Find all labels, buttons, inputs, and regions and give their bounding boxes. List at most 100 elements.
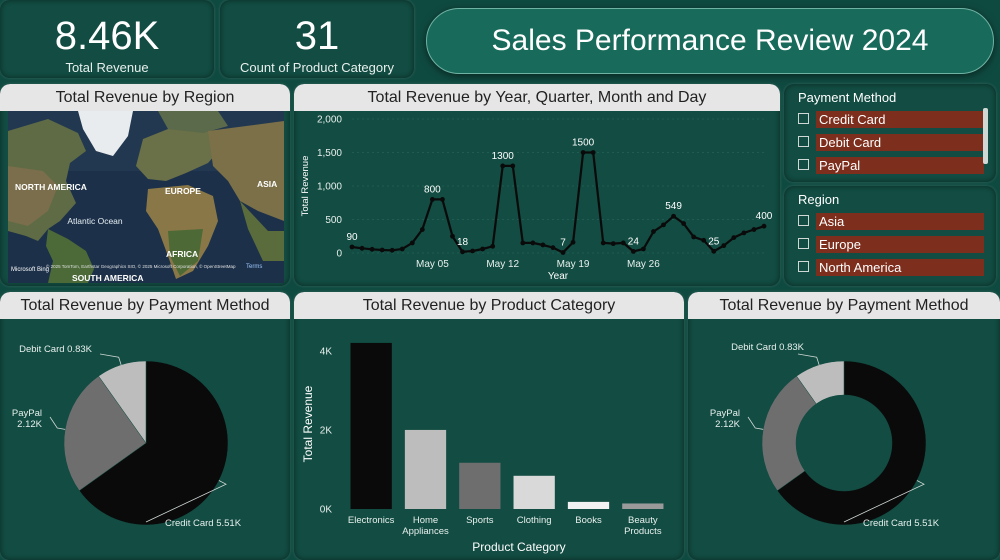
- y-axis-title: Total Revenue: [301, 385, 315, 462]
- payment-method-slicer: Payment Method Credit Card Debit Card Pa…: [784, 84, 996, 182]
- data-point[interactable]: [600, 240, 606, 246]
- data-point[interactable]: [641, 246, 646, 252]
- data-point[interactable]: [429, 197, 435, 202]
- data-point[interactable]: [389, 247, 395, 253]
- y-tick-label: 2,000: [317, 115, 342, 126]
- map-label-africa: AFRICA: [166, 249, 198, 259]
- data-point[interactable]: [480, 246, 486, 252]
- slice-debit-card[interactable]: [98, 360, 147, 444]
- data-point[interactable]: [711, 248, 717, 254]
- data-label: 24: [628, 236, 640, 247]
- slice-paypal[interactable]: [761, 375, 817, 492]
- line-chart-visual: Total Revenue by Year, Quarter, Month an…: [294, 84, 780, 286]
- visual-title: Total Revenue by Payment Method: [0, 292, 290, 319]
- slicer-option-asia[interactable]: Asia: [798, 213, 996, 230]
- data-label: 1300: [492, 151, 515, 162]
- revenue-line-chart[interactable]: 0 500 1,000 1,500 2,000 Total Revenue May 05 Ma…: [294, 111, 780, 286]
- category-bar-chart[interactable]: 0K 2K 4K Total Revenue Electronics Home Applia…: [294, 319, 684, 560]
- region-map[interactable]: NORTH AMERICA EUROPE ASIA Atlantic Ocean…: [8, 111, 284, 283]
- data-point[interactable]: [570, 239, 576, 245]
- data-point[interactable]: [460, 249, 465, 255]
- checkbox[interactable]: [798, 215, 809, 226]
- data-point[interactable]: [620, 240, 626, 246]
- data-point[interactable]: [520, 240, 526, 246]
- bar-electronics[interactable]: [350, 342, 392, 509]
- slicer-option-europe[interactable]: Europe: [798, 236, 996, 253]
- map-label-ocean: Atlantic Ocean: [67, 216, 123, 226]
- leader-line: [49, 416, 66, 430]
- data-point[interactable]: [761, 223, 767, 229]
- visual-title: Total Revenue by Payment Method: [688, 292, 1000, 319]
- data-point[interactable]: [731, 235, 737, 240]
- kpi-value: 31: [294, 14, 340, 58]
- x-tick-label: Electronics: [348, 515, 395, 526]
- data-point[interactable]: [490, 243, 496, 249]
- bar-beauty-products[interactable]: [622, 503, 664, 509]
- checkbox[interactable]: [798, 261, 809, 272]
- data-point[interactable]: [510, 163, 516, 169]
- data-point[interactable]: [540, 242, 546, 248]
- bar-home-appliances[interactable]: [404, 429, 447, 509]
- checkbox[interactable]: [798, 238, 809, 249]
- slice-credit-card[interactable]: [776, 360, 927, 526]
- y-axis-title: Total Revenue: [300, 156, 311, 217]
- x-tick-label: Home Appliances: [402, 515, 449, 537]
- x-tick-label: Books: [575, 515, 602, 526]
- slice-debit-card[interactable]: [796, 360, 845, 405]
- data-label: 1500: [572, 138, 595, 149]
- map-label-north-america: NORTH AMERICA: [15, 182, 87, 192]
- checkbox[interactable]: [798, 159, 809, 170]
- data-point[interactable]: [379, 247, 385, 253]
- data-point[interactable]: [450, 233, 455, 239]
- data-point[interactable]: [751, 227, 757, 232]
- bar-books[interactable]: [567, 501, 610, 509]
- checkbox[interactable]: [798, 136, 809, 147]
- data-point[interactable]: [530, 240, 536, 246]
- data-point[interactable]: [419, 227, 425, 232]
- bar-clothing[interactable]: [513, 475, 555, 509]
- bar-sports[interactable]: [459, 462, 501, 509]
- data-point[interactable]: [590, 150, 596, 155]
- slicer-header: Region: [798, 192, 840, 207]
- payment-donut-chart[interactable]: Credit Card 5.51K PayPal 2.12K Debit Card 0…: [688, 319, 1000, 560]
- leader-line: [99, 353, 122, 365]
- data-point[interactable]: [610, 241, 616, 247]
- data-point[interactable]: [741, 230, 747, 236]
- data-point[interactable]: [409, 240, 415, 246]
- map-terms-link[interactable]: Terms: [246, 264, 262, 270]
- data-point[interactable]: [661, 222, 666, 228]
- kpi-label: Total Revenue: [65, 60, 149, 75]
- data-point[interactable]: [671, 213, 676, 219]
- data-point[interactable]: [550, 245, 556, 251]
- x-tick-label: Sports: [466, 515, 494, 526]
- slice-credit-card[interactable]: [78, 360, 229, 526]
- slicer-scrollbar[interactable]: [983, 108, 988, 164]
- x-tick-label: May 05: [416, 259, 449, 270]
- data-point[interactable]: [359, 245, 365, 251]
- data-point[interactable]: [580, 150, 586, 155]
- data-point[interactable]: [691, 234, 697, 240]
- checkbox[interactable]: [798, 113, 809, 124]
- slicer-option-debit-card[interactable]: Debit Card: [798, 134, 996, 151]
- data-point[interactable]: [560, 250, 566, 255]
- slicer-option-credit-card[interactable]: Credit Card: [798, 111, 996, 128]
- slicer-option-paypal[interactable]: PayPal: [798, 157, 996, 174]
- slicer-option-north-america[interactable]: North America: [798, 259, 996, 276]
- x-tick-label: May 12: [486, 259, 519, 270]
- data-point[interactable]: [500, 163, 506, 169]
- payment-pie-chart[interactable]: Credit Card 5.51K PayPal 2.12K Debit Card 0…: [0, 319, 290, 560]
- data-point[interactable]: [349, 244, 355, 250]
- data-point[interactable]: [440, 197, 445, 202]
- data-point[interactable]: [630, 248, 636, 254]
- data-point[interactable]: [470, 248, 475, 254]
- data-point[interactable]: [651, 229, 656, 234]
- data-point[interactable]: [399, 246, 405, 252]
- data-point[interactable]: [681, 221, 687, 226]
- data-point[interactable]: [701, 237, 707, 243]
- region-slicer: Region Asia Europe North America: [784, 186, 996, 286]
- x-tick-label: May 26: [627, 259, 660, 270]
- y-tick-label: 0K: [320, 505, 333, 516]
- data-point[interactable]: [721, 243, 727, 249]
- data-point[interactable]: [369, 246, 375, 252]
- slicer-option-label: Credit Card: [816, 111, 984, 128]
